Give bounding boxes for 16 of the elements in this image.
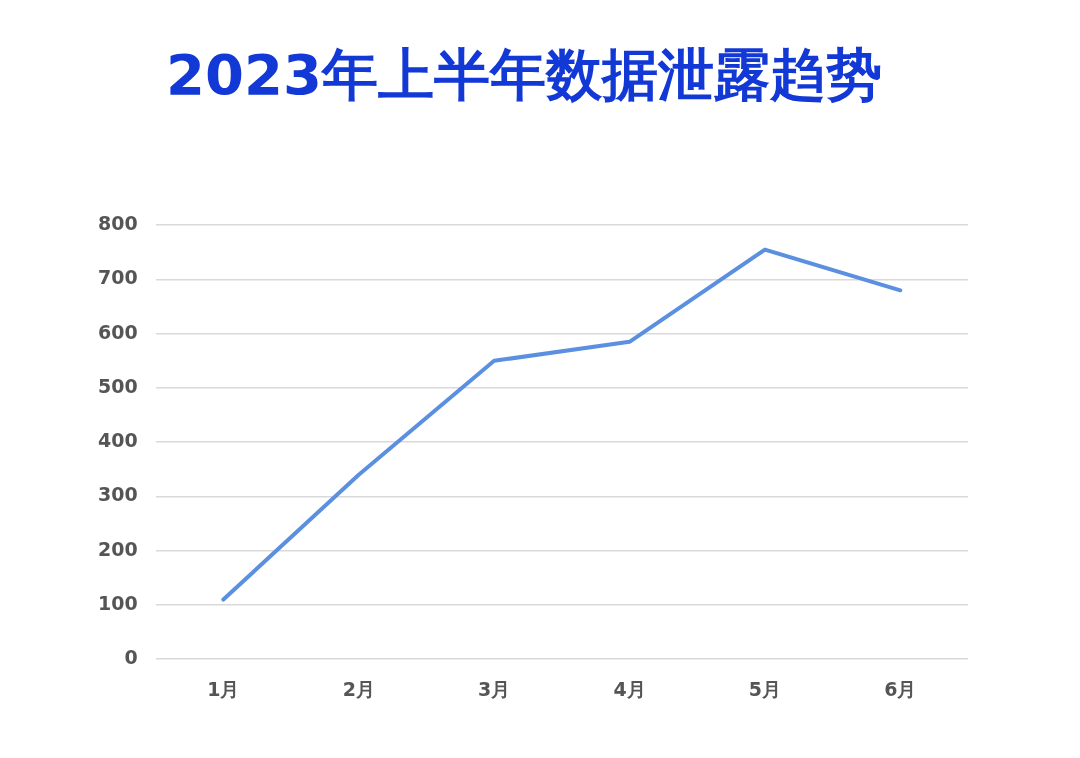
x-tick-label: 1月 bbox=[207, 677, 240, 700]
x-tick-label: 4月 bbox=[613, 677, 646, 700]
x-tick-label: 3月 bbox=[478, 677, 511, 700]
y-tick-label: 300 bbox=[97, 483, 138, 506]
x-tick-label: 6月 bbox=[884, 677, 917, 700]
x-tick-label: 5月 bbox=[748, 677, 782, 700]
y-tick-label: 800 bbox=[97, 212, 138, 235]
y-tick-label: 700 bbox=[97, 266, 138, 289]
chart-title: 2023年上半年数据泄露趋势 bbox=[166, 42, 882, 108]
x-tick-label: 2月 bbox=[342, 677, 375, 700]
y-tick-label: 500 bbox=[97, 374, 138, 397]
y-tick-label: 0 bbox=[124, 646, 138, 669]
y-tick-label: 100 bbox=[97, 591, 138, 614]
y-tick-label: 400 bbox=[97, 429, 138, 452]
y-tick-label: 200 bbox=[97, 537, 138, 560]
y-tick-label: 600 bbox=[97, 320, 138, 343]
